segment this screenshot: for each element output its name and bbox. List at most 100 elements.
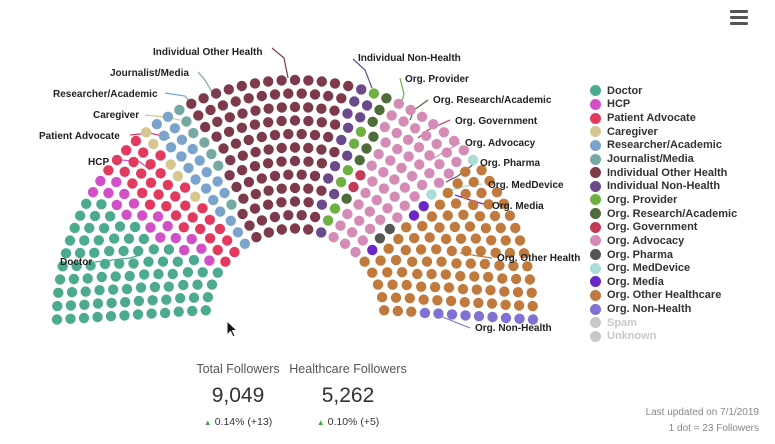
legend-item-org-advocacy[interactable]: Org. Advocacy [590, 234, 737, 248]
dot-org-non-health [433, 308, 444, 319]
dot-org-advocacy [416, 111, 428, 123]
dot-researcher-academic [200, 183, 212, 194]
dot-org-advocacy [413, 142, 425, 153]
dot-individual-other-health [316, 158, 328, 169]
dot-researcher-academic [162, 111, 174, 123]
callout-org-government: Org. Government [455, 116, 538, 127]
legend-swatch [590, 98, 601, 110]
legend-item-journalist-media[interactable]: Journalist/Media [590, 152, 737, 166]
dot-individual-other-health [296, 169, 307, 180]
dot-org-research-academic [367, 116, 378, 128]
dot-individual-other-health [283, 88, 294, 99]
total-followers-value: 9,049 [211, 384, 265, 407]
dot-org-advocacy [364, 206, 375, 217]
dot-org-other-healthcare [400, 244, 411, 256]
legend-item-spam[interactable]: Spam [590, 316, 737, 330]
dot-researcher-academic [176, 134, 188, 145]
dot-org-advocacy [392, 143, 403, 155]
legend-item-hcp[interactable]: HCP [590, 98, 737, 112]
legend-item-org-pharma[interactable]: Org. Pharma [590, 248, 737, 262]
dot-doctor [167, 268, 178, 280]
legend-item-researcher-academic[interactable]: Researcher/Academic [590, 139, 737, 153]
dot-hcp [186, 233, 197, 245]
dot-doctor [178, 279, 189, 291]
dot-doctor [159, 307, 171, 319]
legend-label: Org. Provider [607, 193, 678, 206]
dot-org-other-healthcare [465, 258, 476, 269]
dot-org-other-healthcare [393, 233, 404, 245]
dot-org-other-healthcare [480, 223, 492, 234]
dot-researcher-academic [165, 142, 177, 153]
callout-org-research-academic: Org. Research/Academic [433, 95, 552, 106]
dot-org-other-healthcare [483, 271, 494, 283]
leader-line-org-pharma [445, 162, 476, 183]
dot-doctor [121, 283, 133, 295]
dot-individual-other-health [211, 131, 222, 142]
dot-researcher-academic [190, 174, 201, 185]
legend-item-individual-non-health[interactable]: Individual Non-Health [590, 179, 737, 193]
dot-org-other-healthcare [524, 274, 536, 285]
legend-item-individual-other-health[interactable]: Individual Other Health [590, 166, 737, 180]
dot-patient-advocate [170, 191, 181, 202]
dot-patient-advocate [180, 200, 191, 211]
legend-item-unknown[interactable]: Unknown [590, 330, 737, 344]
dot-doctor [206, 279, 218, 290]
dot-org-advocacy [328, 232, 339, 243]
dot-org-advocacy [375, 214, 386, 225]
legend-item-org-meddevice[interactable]: Org. MedDevice [590, 261, 737, 275]
dot-org-advocacy [416, 179, 428, 191]
dot-individual-non-health [342, 122, 354, 133]
dot-org-advocacy [405, 104, 416, 116]
dot-individual-other-health [316, 117, 327, 128]
dot-patient-advocate [145, 159, 156, 170]
dot-org-other-healthcare [392, 305, 403, 317]
healthcare-followers-stat: Healthcare Followers 5,262 ▲ 0.10% (+5) [283, 362, 413, 428]
legend-item-org-provider[interactable]: Org. Provider [590, 193, 737, 207]
dot-individual-other-health [263, 103, 274, 114]
dot-patient-advocate [121, 145, 132, 156]
last-updated: Last updated on 7/1/2019 [645, 407, 759, 418]
dot-patient-advocate [144, 199, 156, 210]
leader-line-individual-non-health [352, 58, 373, 89]
hamburger-menu-icon[interactable] [730, 10, 748, 26]
dot-individual-other-health [223, 84, 234, 95]
dot-patient-advocate [220, 256, 231, 267]
dot-individual-other-health [276, 75, 287, 86]
dot-patient-advocate [204, 233, 216, 244]
dot-doctor [74, 210, 86, 221]
legend-label: Doctor [607, 84, 643, 97]
dot-individual-non-health [329, 188, 340, 200]
dot-patient-advocate [204, 214, 215, 225]
dot-org-provider [355, 126, 367, 137]
dot-doctor [74, 247, 86, 259]
dot-org-advocacy [424, 150, 435, 161]
dot-org-media [408, 210, 420, 221]
dot-doctor [128, 258, 139, 269]
legend-swatch [590, 303, 601, 315]
dot-individual-other-health [309, 89, 321, 100]
dot-org-advocacy [378, 183, 390, 194]
legend-label: Unknown [607, 330, 657, 343]
dot-org-other-healthcare [442, 187, 453, 199]
legend-item-org-other-healthcare[interactable]: Org. Other Healthcare [590, 289, 737, 303]
legend-label: Patient Advocate [607, 112, 696, 125]
legend-item-org-research-academic[interactable]: Org. Research/Academic [590, 207, 737, 221]
dot-org-provider [368, 88, 380, 99]
dot-org-other-healthcare [495, 222, 506, 234]
dot-doctor [99, 258, 111, 270]
legend-item-org-government[interactable]: Org. Government [590, 220, 737, 234]
dot-individual-other-health [289, 142, 301, 153]
callout-individual-other-health: Individual Other Health [153, 47, 262, 58]
legend-item-patient-advocate[interactable]: Patient Advocate [590, 111, 737, 125]
legend-item-org-non-health[interactable]: Org. Non-Health [590, 302, 737, 316]
legend-item-doctor[interactable]: Doctor [590, 84, 737, 98]
dot-org-advocacy [438, 127, 450, 138]
dot-individual-other-health [263, 76, 274, 87]
legend-item-org-media[interactable]: Org. Media [590, 275, 737, 289]
legend-item-caregiver[interactable]: Caregiver [590, 125, 737, 139]
dot-org-other-healthcare [471, 284, 482, 295]
legend-swatch [590, 317, 601, 329]
dot-patient-advocate [155, 168, 166, 179]
dot-org-advocacy [386, 110, 397, 121]
dot-individual-other-health [276, 115, 287, 127]
